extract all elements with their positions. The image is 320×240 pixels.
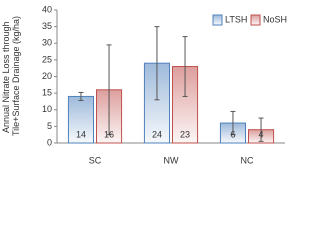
data-label: 16	[104, 129, 114, 139]
y-tick-label: 25	[42, 54, 52, 64]
legend-label: NoSH	[263, 14, 287, 24]
x-tick-label: NW	[164, 155, 179, 165]
legend-swatch	[250, 14, 261, 26]
legend-label: LTSH	[225, 14, 247, 24]
data-label: 14	[76, 129, 86, 139]
data-label: 4	[259, 129, 264, 139]
y-tick-label: 35	[42, 21, 52, 31]
x-tick-label: SC	[89, 155, 102, 165]
y-axis-label: Annual Nitrate Loss through Tile+Surface…	[1, 16, 21, 136]
chart: Annual Nitrate Loss through Tile+Surface…	[1, 4, 287, 165]
legend-swatch	[212, 14, 223, 26]
y-axis-label-line: Tile+Surface Drainage (kg/ha)	[11, 16, 21, 136]
y-tick-label: 5	[47, 121, 52, 131]
y-tick-label: 40	[42, 4, 52, 14]
data-label: 6	[230, 129, 235, 139]
y-tick-label: 20	[42, 71, 52, 81]
x-tick-label: NC	[241, 155, 254, 165]
data-label: 23	[180, 129, 190, 139]
data-label: 24	[152, 129, 162, 139]
y-axis-label-line: Annual Nitrate Loss through	[1, 21, 11, 133]
y-tick-label: 30	[42, 38, 52, 48]
bar	[67, 95, 94, 144]
y-tick-label: 10	[42, 104, 52, 114]
bar	[172, 66, 199, 144]
y-tick-label: 0	[47, 137, 52, 147]
y-tick-label: 15	[42, 88, 52, 98]
